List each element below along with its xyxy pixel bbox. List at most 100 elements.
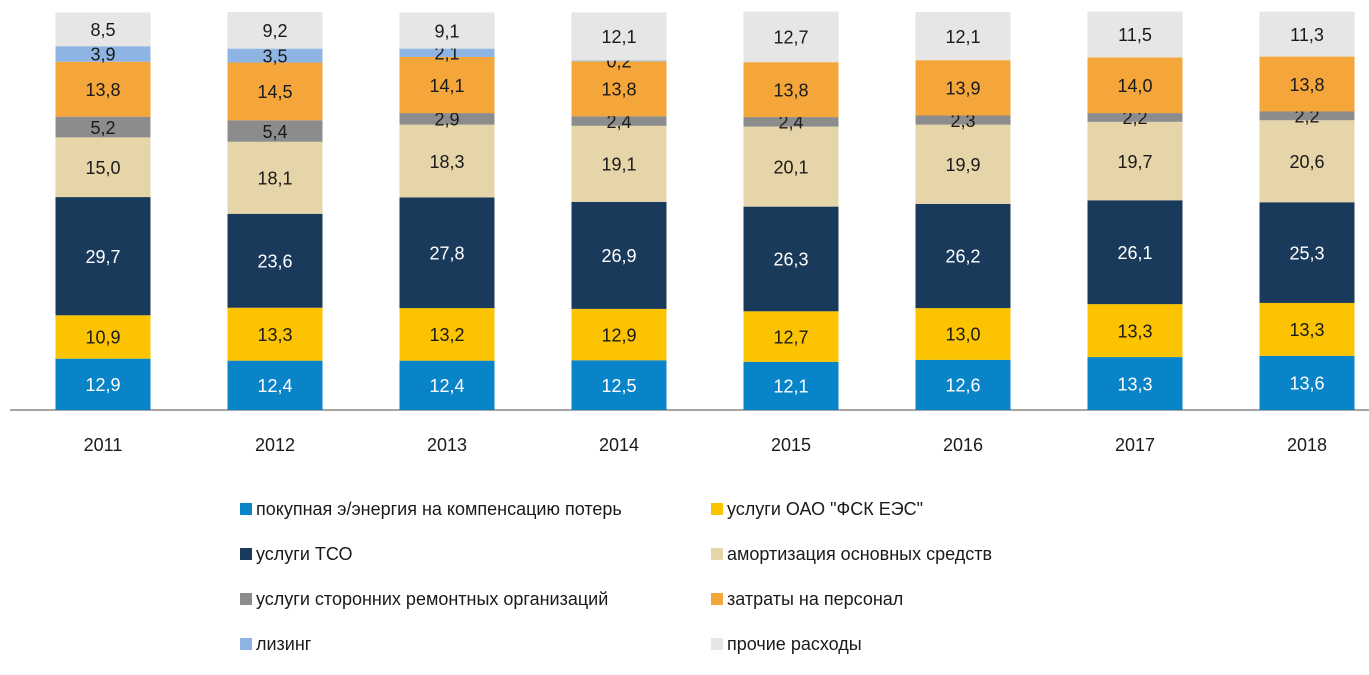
data-label: 12,1 <box>601 27 636 47</box>
x-tick-label: 2011 <box>84 435 123 455</box>
data-label: 27,8 <box>429 244 464 264</box>
data-label: 20,6 <box>1289 152 1324 172</box>
data-label: 18,1 <box>257 169 292 189</box>
bar-segment <box>1087 304 1183 358</box>
bar-segment <box>55 46 151 62</box>
data-label: 2,3 <box>950 111 975 131</box>
data-label: 29,7 <box>85 247 120 267</box>
bar-segment <box>743 311 839 362</box>
data-label: 12,6 <box>945 376 980 396</box>
data-label: 13,8 <box>773 80 808 100</box>
bar-segment <box>1087 57 1183 114</box>
data-label: 26,9 <box>601 246 636 266</box>
bar-segment <box>743 117 839 127</box>
bar-segment <box>399 197 495 309</box>
data-label: 13,8 <box>601 80 636 100</box>
bar-segment <box>55 197 151 316</box>
bar-segment <box>743 11 839 63</box>
data-label: 12,1 <box>773 377 808 397</box>
data-label: 13,9 <box>945 79 980 99</box>
bar-segment <box>1259 56 1355 112</box>
x-tick-label: 2012 <box>255 435 295 455</box>
data-label: 14,5 <box>257 82 292 102</box>
bar-segment <box>227 213 323 308</box>
data-label: 2,9 <box>434 110 459 130</box>
bar-segment <box>399 48 495 57</box>
legend-swatch <box>240 593 252 605</box>
data-label: 2,4 <box>606 112 631 132</box>
bar-segment <box>1087 113 1183 122</box>
legend-swatch <box>240 638 252 650</box>
data-label: 13,3 <box>1117 321 1152 341</box>
bar-segment <box>227 12 323 49</box>
data-label: 13,6 <box>1289 374 1324 394</box>
data-label: 15,0 <box>85 158 120 178</box>
data-label: 12,7 <box>773 327 808 347</box>
bar-segment <box>571 61 667 117</box>
data-label: 12,9 <box>601 325 636 345</box>
data-label: 2,2 <box>1122 108 1147 128</box>
legend-swatch <box>240 503 252 515</box>
legend-swatch <box>711 503 723 515</box>
bar-segment <box>571 116 667 126</box>
data-label: 19,1 <box>601 155 636 175</box>
bar-segment <box>915 359 1011 410</box>
data-label: 13,8 <box>1289 75 1324 95</box>
bar-segment <box>1259 302 1355 356</box>
bar-segment <box>571 360 667 410</box>
data-label: 11,3 <box>1290 25 1324 45</box>
bar-segment <box>915 115 1011 125</box>
legend-label: услуги ОАО "ФСК ЕЭС" <box>727 499 923 519</box>
data-label: 13,0 <box>945 325 980 345</box>
bar-segment <box>55 137 151 198</box>
bar-segment <box>1087 357 1183 410</box>
bar-segment <box>743 361 839 410</box>
legend-swatch <box>711 593 723 605</box>
bar-segment <box>571 60 667 62</box>
bar-segment <box>743 62 839 118</box>
bar-segment <box>743 206 839 312</box>
bar-segment <box>55 315 151 359</box>
data-label: 11,5 <box>1118 25 1152 45</box>
data-label: 9,2 <box>262 21 287 41</box>
bar-segment <box>1087 200 1183 305</box>
data-label: 12,9 <box>85 375 120 395</box>
bar-segment <box>915 60 1011 116</box>
data-label: 14,0 <box>1117 76 1152 96</box>
data-label: 3,5 <box>262 46 287 66</box>
data-label: 13,8 <box>85 80 120 100</box>
x-tick-label: 2015 <box>771 435 811 455</box>
bar-segment <box>1259 355 1355 410</box>
data-label: 2,4 <box>778 113 803 133</box>
bar-segment <box>1087 11 1183 58</box>
bar-segment <box>571 12 667 61</box>
legend-label: покупная э/энергия на компенсацию потерь <box>256 499 622 519</box>
data-label: 13,3 <box>1289 320 1324 340</box>
bar-segment <box>55 61 151 117</box>
bar-segment <box>915 124 1011 204</box>
bar-segment <box>55 12 151 47</box>
bar-segment <box>227 360 323 410</box>
x-tick-label: 2018 <box>1287 435 1327 455</box>
bar-segment <box>915 203 1011 309</box>
data-label: 13,3 <box>257 325 292 345</box>
data-label: 5,2 <box>90 118 115 138</box>
legend-label: услуги сторонних ремонтных организаций <box>256 589 608 609</box>
data-label: 20,1 <box>773 157 808 177</box>
bar-segment <box>399 360 495 410</box>
x-tick-label: 2013 <box>427 435 467 455</box>
data-label: 12,4 <box>429 376 464 396</box>
bar-segment <box>227 62 323 121</box>
data-label: 12,4 <box>257 376 292 396</box>
data-label: 10,9 <box>85 328 120 348</box>
data-label: 8,5 <box>90 20 115 40</box>
legend-swatch <box>711 638 723 650</box>
data-label: 13,2 <box>429 325 464 345</box>
bar-segment <box>1259 202 1355 303</box>
bar-segment <box>399 113 495 125</box>
bar-segment <box>399 124 495 198</box>
legend-label: лизинг <box>256 634 312 654</box>
legend-label: прочие расходы <box>727 634 862 654</box>
data-label: 26,2 <box>945 247 980 267</box>
